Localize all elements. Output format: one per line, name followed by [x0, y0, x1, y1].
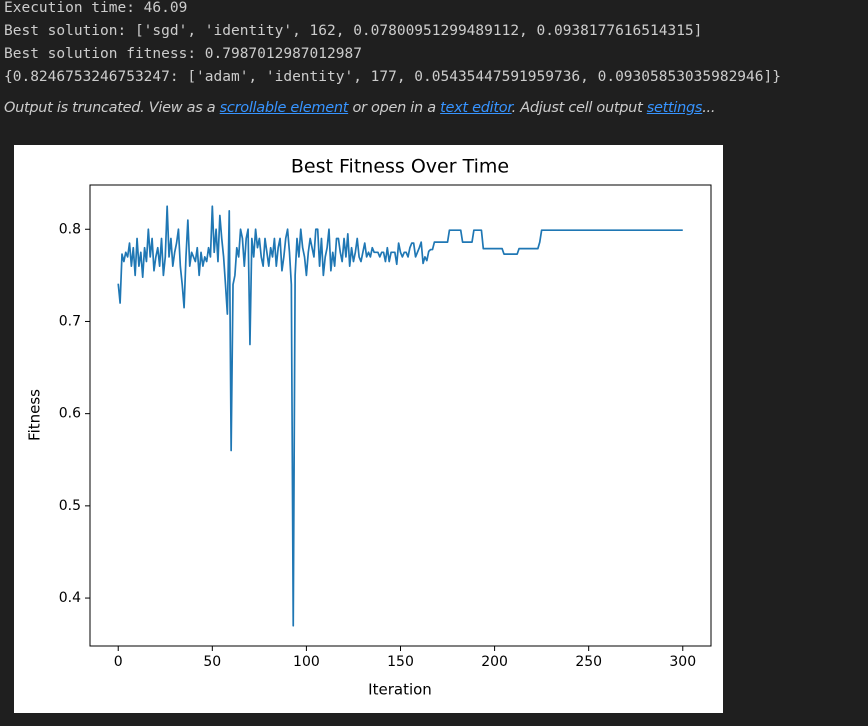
output-line: Execution time: 46.09 [4, 0, 188, 16]
y-tick-label: 0.4 [59, 590, 81, 606]
output-line: Best solution: ['sgd', 'identity', 162, … [4, 23, 703, 39]
x-tick-label: 100 [293, 654, 320, 670]
y-tick-label: 0.5 [59, 498, 81, 514]
x-tick-label: 150 [387, 654, 414, 670]
text: Output is truncated. View as a [4, 100, 220, 116]
output-line: Best solution fitness: 0.798701298701298… [4, 46, 362, 62]
x-tick-label: 0 [114, 654, 123, 670]
chart-image: Best Fitness Over Time Iteration Fitness… [14, 145, 723, 713]
link[interactable]: text editor [440, 100, 512, 116]
x-tick-label: 50 [203, 654, 221, 670]
link[interactable]: settings [646, 100, 703, 116]
x-tick-label: 300 [669, 654, 696, 670]
y-tick-label: 0.8 [59, 221, 81, 237]
text: . Adjust cell output [511, 100, 647, 116]
link[interactable]: scrollable element [219, 100, 349, 116]
data-line [117, 205, 683, 627]
truncation-message: Output is truncated. View as a scrollabl… [4, 100, 715, 116]
output-line: {0.8246753246753247: ['adam', 'identity'… [4, 69, 781, 85]
x-tick-label: 200 [481, 654, 508, 670]
chart: Best Fitness Over Time Iteration Fitness… [26, 156, 712, 699]
y-axis-label: Fitness [26, 389, 44, 441]
x-axis-label: Iteration [368, 681, 432, 699]
chart-title: Best Fitness Over Time [291, 156, 509, 178]
x-tick-label: 250 [575, 654, 602, 670]
y-tick-label: 0.7 [59, 313, 81, 329]
text: ... [702, 100, 716, 116]
text: or open in a [348, 100, 441, 116]
plot-frame [89, 184, 712, 647]
y-tick-label: 0.6 [59, 406, 81, 422]
